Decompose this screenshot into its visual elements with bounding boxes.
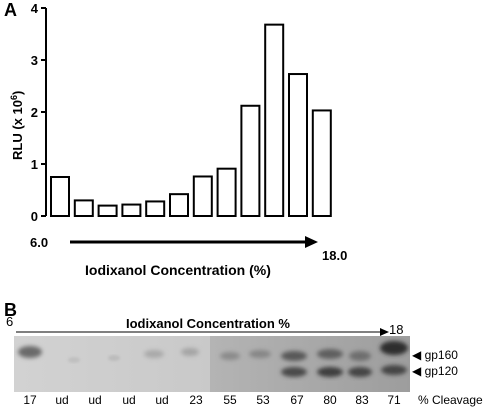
bar-8: [216, 167, 237, 217]
cleavage-value: ud: [88, 393, 102, 407]
y-tick-label: 2: [31, 105, 38, 120]
bar-2: [73, 199, 94, 217]
western-blot-image: [14, 336, 410, 392]
cleavage-value: 53: [256, 393, 270, 407]
bar-7: [192, 175, 213, 217]
cleavage-value: ud: [122, 393, 136, 407]
cleavage-value: 83: [355, 393, 369, 407]
panel-a-letter: A: [4, 0, 17, 20]
band-arrow-icon: ◀: [412, 348, 422, 362]
panel-b-letter: B: [4, 300, 17, 320]
bar-5: [145, 200, 166, 218]
bar-12: [311, 109, 332, 217]
x-axis-title: Iodixanol Concentration (%): [85, 262, 271, 278]
band-arrow-icon: ◀: [412, 364, 422, 378]
blot-range-end: 18: [389, 322, 404, 337]
y-axis-label-main: RLU (x 10: [10, 100, 25, 160]
y-axis-label-exponent: 6: [9, 95, 19, 100]
range-start-label: 6.0: [30, 235, 48, 250]
y-tick-label: 4: [31, 1, 39, 16]
bar-chart: 0 1 2 3 4 6.0 18.0: [30, 1, 347, 263]
gp120-label-text: gp120: [424, 364, 458, 378]
cleavage-value: 17: [23, 393, 37, 407]
blot-range-start: 6: [6, 314, 14, 329]
cleavage-value: 80: [323, 393, 337, 407]
bar-4: [121, 203, 142, 217]
y-axis-label-close: ): [10, 91, 25, 95]
blot-arrow-head: [380, 328, 389, 336]
gp160-band-label: ◀ gp160: [412, 348, 458, 362]
bar-11: [288, 73, 308, 218]
blot-range-arrow: [16, 328, 389, 336]
cleavage-value: 55: [223, 393, 237, 407]
y-axis: 0 1 2 3 4: [31, 1, 47, 224]
svg-text:RLU (x 106): RLU (x 106): [9, 91, 25, 160]
cleavage-value: 67: [290, 393, 304, 407]
range-arrow: 6.0 18.0: [30, 235, 347, 263]
bar-6: [169, 193, 189, 218]
blot-title: Iodixanol Concentration %: [126, 316, 290, 331]
gp160-label-text: gp160: [424, 348, 458, 362]
bar-10: [264, 23, 285, 217]
range-arrow-head: [305, 236, 318, 248]
y-tick-label: 3: [31, 53, 38, 68]
cleavage-value: ud: [155, 393, 169, 407]
y-tick-label: 1: [31, 157, 38, 172]
cleavage-row: 17 ud ud ud ud 23 55 53 67 80 83 71 % Cl…: [0, 393, 500, 408]
gp120-band-label: ◀ gp120: [412, 364, 458, 378]
bar-3: [97, 204, 118, 218]
cleavage-value: 23: [189, 393, 203, 407]
range-end-label: 18.0: [322, 248, 347, 263]
cleavage-value: ud: [55, 393, 69, 407]
y-tick-label: 0: [31, 209, 38, 224]
bar-1: [50, 176, 70, 217]
bar-9: [240, 104, 261, 217]
cleavage-label: % Cleavage: [418, 393, 483, 407]
bars-group: [50, 23, 332, 218]
cleavage-value: 71: [387, 393, 401, 407]
y-axis-label: RLU (x 106): [9, 91, 25, 160]
